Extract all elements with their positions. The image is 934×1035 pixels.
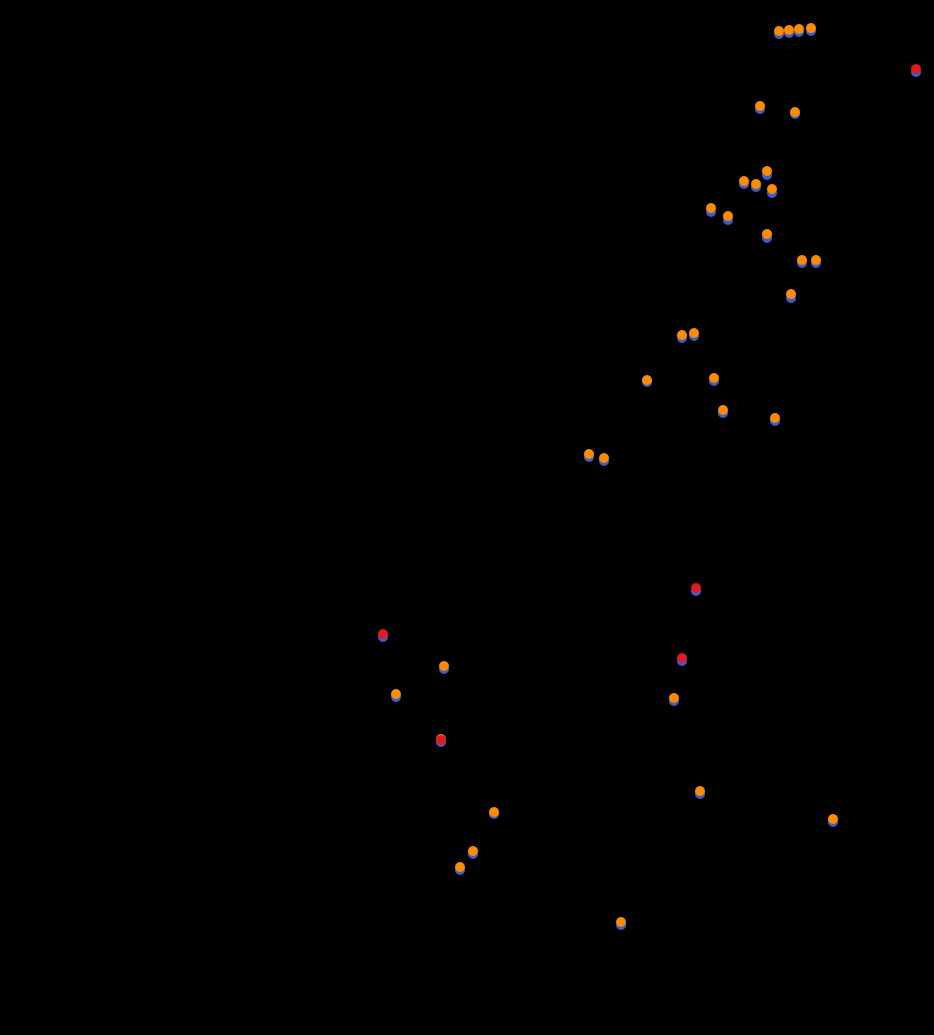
data-point bbox=[616, 917, 626, 927]
data-point bbox=[762, 166, 772, 176]
data-point bbox=[436, 735, 446, 745]
data-point bbox=[911, 64, 921, 74]
data-point bbox=[774, 26, 784, 36]
data-point bbox=[691, 583, 701, 593]
data-point bbox=[439, 661, 449, 671]
data-point bbox=[770, 413, 780, 423]
data-point bbox=[811, 255, 821, 265]
data-point bbox=[794, 24, 804, 34]
data-point bbox=[669, 693, 679, 703]
data-point bbox=[677, 653, 687, 663]
data-point bbox=[378, 629, 388, 639]
data-point bbox=[786, 289, 796, 299]
data-point bbox=[706, 203, 716, 213]
plot-background bbox=[0, 0, 934, 1035]
data-point bbox=[723, 211, 733, 221]
data-point bbox=[790, 107, 800, 117]
data-point bbox=[584, 449, 594, 459]
scatter-plot bbox=[0, 0, 934, 1035]
data-point bbox=[739, 176, 749, 186]
data-point bbox=[762, 229, 772, 239]
data-point bbox=[391, 689, 401, 699]
data-point bbox=[797, 255, 807, 265]
data-point bbox=[784, 25, 794, 35]
data-point bbox=[677, 330, 687, 340]
data-point bbox=[709, 373, 719, 383]
data-point bbox=[489, 807, 499, 817]
data-point bbox=[755, 101, 765, 111]
data-point bbox=[455, 862, 465, 872]
data-point bbox=[751, 179, 761, 189]
data-point bbox=[468, 846, 478, 856]
data-point bbox=[642, 375, 652, 385]
data-point bbox=[718, 405, 728, 415]
data-point bbox=[599, 453, 609, 463]
data-point bbox=[806, 23, 816, 33]
data-point bbox=[767, 184, 777, 194]
data-point bbox=[689, 328, 699, 338]
data-point bbox=[695, 786, 705, 796]
data-point bbox=[828, 814, 838, 824]
